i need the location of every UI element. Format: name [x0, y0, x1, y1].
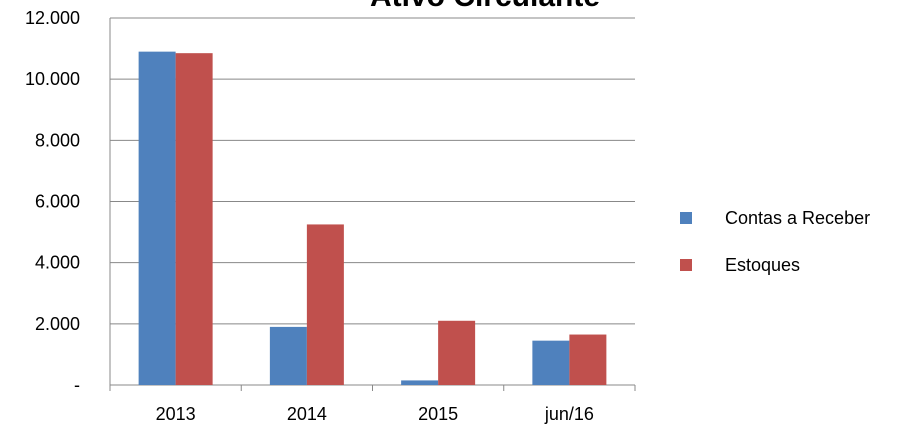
y-tick-label: 2.000	[35, 314, 80, 334]
bar	[401, 380, 439, 385]
legend-label: Estoques	[725, 255, 800, 275]
y-tick-label: 8.000	[35, 130, 80, 150]
x-tick-label: jun/16	[544, 404, 594, 424]
bar	[438, 320, 476, 385]
y-tick-label: 10.000	[25, 69, 80, 89]
y-tick-label: 6.000	[35, 192, 80, 212]
x-tick-label: 2014	[287, 404, 327, 424]
y-tick-label: 12.000	[25, 8, 80, 28]
y-tick-label: -	[74, 375, 80, 395]
bar	[175, 53, 213, 385]
legend-swatch	[680, 212, 692, 224]
legend-swatch	[680, 259, 692, 271]
bar	[306, 224, 344, 385]
x-tick-label: 2013	[156, 404, 196, 424]
x-tick-label: 2015	[418, 404, 458, 424]
bar	[532, 340, 570, 385]
y-tick-label: 4.000	[35, 253, 80, 273]
bar	[138, 51, 176, 386]
bar	[569, 334, 607, 385]
bar	[269, 326, 307, 385]
legend-label: Contas a Receber	[725, 208, 870, 228]
chart-title: Ativo Circulante	[370, 0, 600, 13]
